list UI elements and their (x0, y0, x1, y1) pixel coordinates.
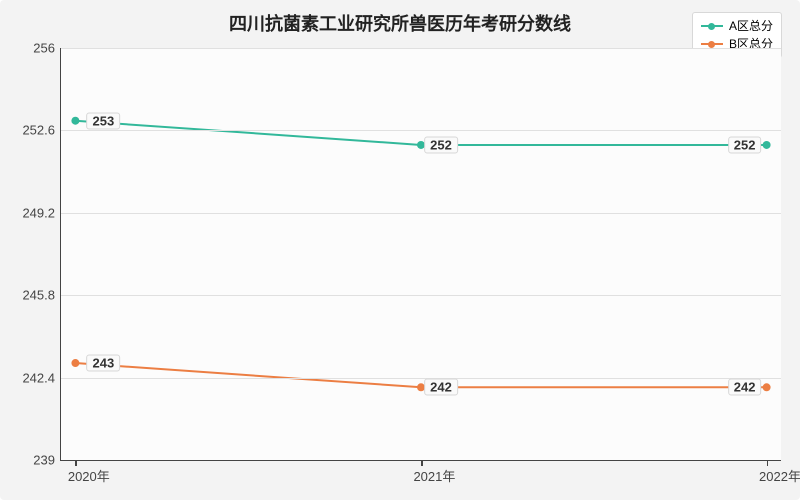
gridline-y (61, 130, 781, 131)
legend-label: A区总分 (729, 17, 773, 35)
series-marker (763, 383, 771, 391)
x-tick-label: 2021年 (413, 466, 455, 485)
legend-swatch (701, 43, 723, 45)
gridline-y (61, 213, 781, 214)
y-tick-label: 239 (33, 453, 55, 468)
legend-item: A区总分 (701, 17, 773, 35)
y-tick-label: 245.8 (22, 288, 55, 303)
legend-marker-icon (708, 23, 715, 30)
y-tick-label: 249.2 (22, 205, 55, 220)
plot-area: 239242.4245.8249.2252.62562020年2021年2022… (60, 48, 781, 461)
legend-marker-icon (708, 41, 715, 48)
point-label: 242 (424, 379, 458, 396)
x-tick-label: 2020年 (68, 466, 110, 485)
point-label: 243 (87, 355, 121, 372)
x-tick-label: 2022年 (759, 466, 800, 485)
gridline-y (61, 378, 781, 379)
point-label: 252 (424, 136, 458, 153)
gridline-y (61, 295, 781, 296)
y-tick-label: 252.6 (22, 123, 55, 138)
series-layer (61, 48, 781, 460)
gridline-y (61, 48, 781, 49)
chart-container: 四川抗菌素工业研究所兽医历年考研分数线 A区总分B区总分 239242.4245… (0, 0, 800, 500)
point-label: 242 (728, 379, 762, 396)
series-marker (763, 141, 771, 149)
point-label: 253 (87, 112, 121, 129)
y-tick-label: 256 (33, 41, 55, 56)
series-marker (71, 117, 79, 125)
y-tick-label: 242.4 (22, 370, 55, 385)
series-marker (71, 359, 79, 367)
legend-swatch (701, 25, 723, 27)
point-label: 252 (728, 136, 762, 153)
chart-title: 四川抗菌素工业研究所兽医历年考研分数线 (0, 10, 800, 36)
